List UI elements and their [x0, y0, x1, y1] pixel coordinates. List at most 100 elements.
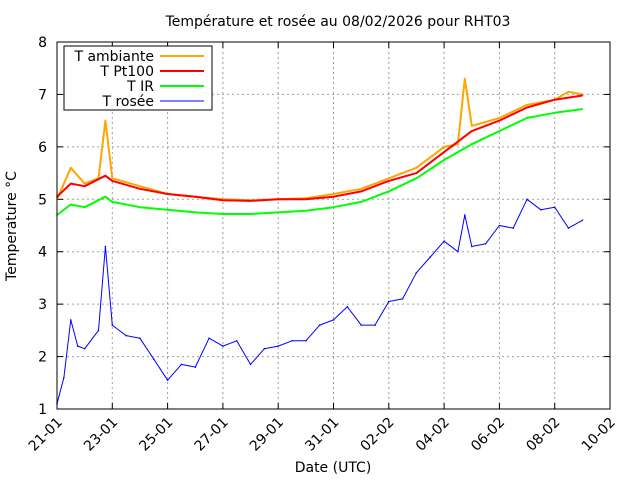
- data-point: [581, 108, 584, 110]
- y-tick-label: 6: [38, 140, 47, 156]
- data-point: [498, 119, 501, 122]
- data-point: [104, 174, 107, 177]
- data-point: [457, 143, 459, 145]
- data-point: [249, 200, 252, 202]
- data-point: [111, 180, 114, 182]
- legend-label: T rosée: [101, 94, 154, 110]
- data-point: [111, 177, 114, 180]
- data-point: [388, 300, 390, 303]
- data-point: [415, 172, 418, 174]
- data-point: [443, 146, 445, 148]
- data-point: [222, 213, 224, 215]
- grid: [57, 42, 610, 409]
- data-point: [222, 199, 224, 202]
- data-point: [83, 185, 86, 187]
- data-point: [83, 347, 86, 350]
- data-point: [401, 298, 404, 300]
- data-point: [526, 198, 528, 201]
- data-point: [166, 193, 169, 195]
- data-point: [104, 195, 107, 198]
- data-point: [415, 271, 418, 274]
- data-point: [457, 250, 459, 253]
- data-point: [139, 337, 141, 340]
- data-point: [471, 245, 473, 248]
- data-point: [83, 182, 86, 185]
- data-point: [111, 324, 114, 326]
- data-point: [222, 345, 224, 347]
- data-point: [194, 366, 197, 368]
- data-point: [498, 130, 501, 132]
- data-point: [388, 180, 390, 182]
- data-point: [180, 363, 183, 366]
- y-tick-label: 8: [38, 35, 47, 51]
- y-tick-label: 4: [38, 245, 47, 261]
- data-point: [464, 214, 466, 216]
- data-point: [70, 167, 72, 169]
- data-point: [139, 188, 141, 190]
- data-point: [111, 201, 114, 203]
- data-point: [581, 94, 584, 97]
- y-tick-label: 1: [38, 402, 47, 418]
- data-point: [263, 347, 266, 350]
- y-tick-label: 5: [38, 192, 47, 208]
- legend-label: T ambiante: [73, 49, 154, 65]
- data-point: [332, 206, 335, 208]
- data-point: [166, 209, 169, 211]
- data-point: [277, 211, 280, 214]
- data-point: [540, 209, 542, 211]
- data-point: [360, 324, 363, 326]
- data-point: [526, 104, 528, 106]
- series-line-1: [56, 77, 583, 202]
- data-point: [567, 227, 570, 229]
- data-point: [388, 177, 390, 180]
- data-point: [498, 117, 501, 119]
- legend-label: T IR: [126, 79, 154, 95]
- data-point: [139, 185, 141, 187]
- data-point: [63, 376, 65, 379]
- data-point: [104, 119, 107, 122]
- data-point: [360, 190, 363, 193]
- data-point: [166, 379, 169, 382]
- data-point: [360, 201, 363, 203]
- data-point: [553, 98, 556, 101]
- plot-series: [56, 77, 584, 405]
- data-point: [104, 245, 107, 248]
- data-point: [291, 340, 293, 342]
- data-point: [249, 213, 252, 215]
- data-point: [415, 167, 418, 169]
- y-tick-label: 7: [38, 87, 47, 103]
- data-point: [305, 340, 307, 342]
- data-point: [526, 106, 528, 109]
- data-point: [443, 240, 445, 242]
- data-point: [581, 219, 584, 222]
- data-point: [471, 125, 473, 127]
- data-point: [526, 117, 528, 119]
- data-point: [235, 340, 238, 342]
- series-line-2: [56, 94, 583, 202]
- data-point: [70, 182, 72, 185]
- data-point: [318, 324, 321, 326]
- y-axis-label: Temperature °C: [4, 171, 20, 282]
- data-point: [346, 306, 349, 308]
- data-point: [332, 193, 335, 195]
- data-point: [208, 337, 210, 340]
- data-point: [415, 177, 418, 180]
- plot-frame: [56, 41, 611, 410]
- data-point: [443, 151, 445, 153]
- data-point: [249, 363, 252, 366]
- data-point: [471, 130, 473, 132]
- data-point: [553, 112, 556, 114]
- data-point: [332, 319, 335, 321]
- y-tick-label: 3: [38, 297, 47, 313]
- data-point: [194, 211, 197, 214]
- data-point: [83, 206, 86, 208]
- data-point: [374, 324, 376, 326]
- data-point: [305, 198, 307, 201]
- data-point: [97, 329, 100, 332]
- data-point: [125, 334, 127, 337]
- data-point: [471, 143, 473, 145]
- legend-label: T Pt100: [99, 64, 154, 80]
- data-point: [567, 91, 570, 93]
